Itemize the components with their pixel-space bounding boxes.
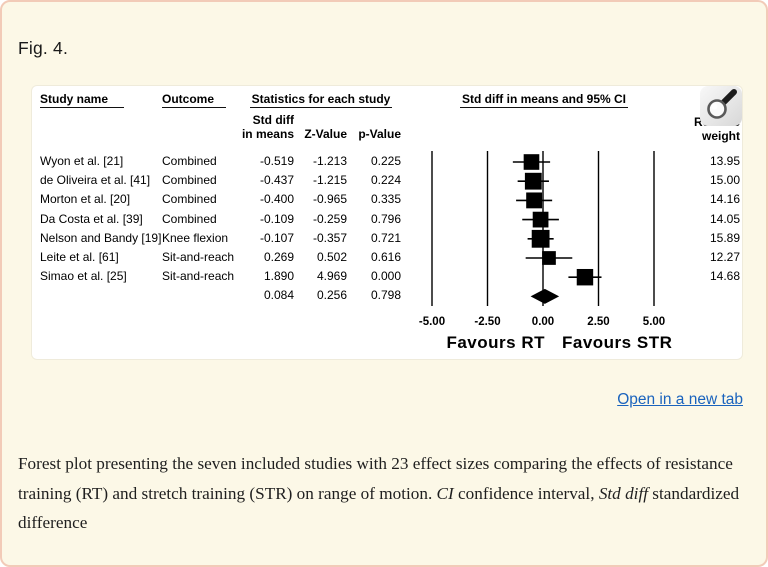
study-name-cell: Morton et al. [20]: [40, 192, 131, 207]
zoom-figure-button[interactable]: [700, 86, 742, 126]
p-value-cell: 0.225: [370, 154, 401, 168]
p-value-cell: 0.798: [370, 288, 401, 303]
std-diff-cell: -0.109: [259, 211, 294, 226]
column-header-outcome: Outcome: [162, 92, 227, 108]
table-row: Morton et al. [20] Combined -0.400 -0.96…: [32, 190, 742, 209]
p-value-cell: 0.616: [370, 249, 401, 264]
table-row: Leite et al. [61] Sit-and-reach 0.269 0.…: [32, 248, 742, 267]
weight-cell: [700, 286, 740, 305]
study-name-cell: [40, 286, 162, 305]
subheader-z-value: Z-Value: [304, 126, 347, 141]
weight-cell: 12.27: [709, 249, 740, 264]
std-diff-cell: 0.084: [263, 288, 294, 303]
z-value-cell: -1.213: [312, 154, 347, 168]
outcome-cell: Combined: [162, 154, 217, 168]
weight-cell: 15.89: [709, 230, 740, 245]
study-name-cell: Da Costa et al. [39]: [40, 211, 143, 226]
outcome-cell: Combined: [162, 173, 217, 188]
svg-text:2.50: 2.50: [587, 316, 609, 328]
forest-plot-svg: -5.00 -2.50 0.00 2.50 5.00 Favours RT Favours …: [419, 151, 672, 352]
outcome-cell: Sit-and-reach: [162, 249, 235, 264]
figure-caption: Forest plot presenting the seven include…: [18, 454, 740, 532]
svg-text:-5.00: -5.00: [419, 316, 445, 328]
study-name-cell: Simao et al. [25]: [40, 269, 127, 284]
table-row: de Oliveira et al. [41] Combined -0.437 …: [32, 171, 742, 190]
p-value-cell: 0.224: [370, 173, 401, 188]
std-diff-cell: -0.519: [259, 154, 294, 168]
std-diff-cell: 1.890: [263, 269, 294, 284]
p-value-cell: 0.721: [370, 230, 401, 245]
column-header-statistics: Statistics for each study: [250, 92, 392, 108]
study-rows: Wyon et al. [21] Combined -0.519 -1.213 …: [32, 152, 742, 306]
figure-number-label: Fig. 4.: [18, 38, 69, 58]
outcome-cell: Knee flexion: [162, 230, 229, 245]
svg-text:Favours RT: Favours RT: [446, 333, 545, 352]
p-value-cell: 0.796: [370, 211, 401, 226]
std-diff-cell: -0.107: [259, 230, 294, 245]
table-row: Da Costa et al. [39] Combined -0.109 -0.…: [32, 210, 742, 229]
outcome-cell: [162, 286, 250, 305]
column-header-study: Study name: [40, 92, 125, 108]
open-in-new-tab-link[interactable]: Open in a new tab: [617, 391, 743, 408]
std-diff-cell: -0.400: [259, 192, 294, 207]
forest-plot-figure: Study name Outcome Statistics for each s…: [32, 86, 742, 359]
study-name-cell: Nelson and Bandy [19]: [40, 230, 162, 245]
study-name-cell: Leite et al. [61]: [40, 249, 119, 264]
p-value-cell: 0.000: [370, 269, 401, 284]
outcome-cell: Combined: [162, 211, 217, 226]
study-name-cell: Wyon et al. [21]: [40, 154, 124, 168]
z-value-cell: 0.256: [316, 288, 347, 303]
column-header-plot: Std diff in means and 95% CI: [460, 92, 628, 108]
outcome-cell: Sit-and-reach: [162, 269, 235, 284]
z-value-cell: -0.965: [312, 192, 347, 207]
weight-cell: 14.68: [709, 269, 740, 284]
table-row: 0.084 0.256 0.798: [32, 286, 742, 305]
magnifier-icon: [707, 89, 737, 119]
z-value-cell: 0.502: [316, 249, 347, 264]
weight-cell: 14.16: [709, 192, 740, 207]
svg-text:0.00: 0.00: [532, 316, 554, 328]
outcome-cell: Combined: [162, 192, 217, 207]
subheader-p-value: p-Value: [358, 126, 401, 141]
z-value-cell: -0.357: [312, 230, 347, 245]
z-value-cell: 4.969: [316, 269, 347, 284]
std-diff-cell: -0.437: [259, 173, 294, 188]
table-row: Nelson and Bandy [19] Knee flexion -0.10…: [32, 229, 742, 248]
svg-text:-2.50: -2.50: [474, 316, 500, 328]
weight-cell: 14.05: [709, 211, 740, 226]
weight-cell: 13.95: [709, 154, 740, 168]
table-row: Simao et al. [25] Sit-and-reach 1.890 4.…: [32, 267, 742, 286]
z-value-cell: -1.215: [312, 173, 347, 188]
table-row: Wyon et al. [21] Combined -0.519 -1.213 …: [32, 152, 742, 171]
svg-text:Favours STR: Favours STR: [562, 333, 672, 352]
svg-text:5.00: 5.00: [643, 316, 665, 328]
weight-cell: 15.00: [709, 173, 740, 188]
z-value-cell: -0.259: [312, 211, 347, 226]
std-diff-cell: 0.269: [263, 249, 294, 264]
study-name-cell: de Oliveira et al. [41]: [40, 173, 151, 188]
p-value-cell: 0.335: [370, 192, 401, 207]
subheader-std-diff: Std diff in means: [241, 113, 294, 141]
